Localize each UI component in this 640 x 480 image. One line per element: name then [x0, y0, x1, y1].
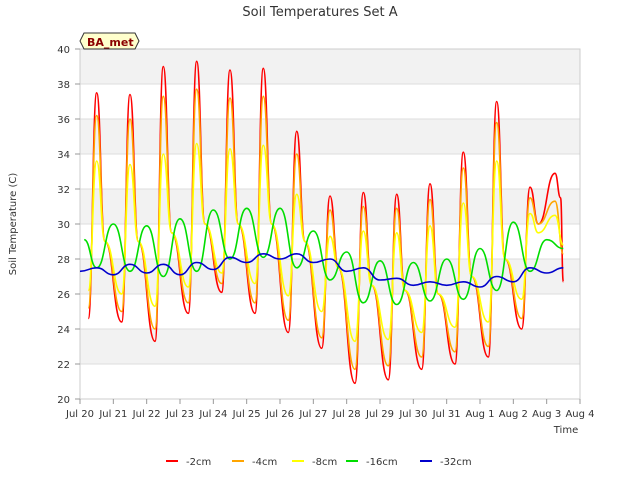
legend: -2cm -4cm -8cm -16cm -32cm: [166, 457, 472, 468]
legend-label: -8cm: [312, 457, 337, 468]
y-tick-label: 30: [57, 220, 70, 231]
y-tick-label: 40: [57, 45, 70, 56]
y-tick-label: 32: [57, 185, 70, 196]
x-tick-label: Jul 30: [398, 409, 427, 420]
x-axis-ticks: Jul 20 Jul 21 Jul 22 Jul 23 Jul 24 Jul 25 Jul …: [65, 399, 595, 420]
site-label-badge: [79, 32, 140, 50]
y-tick-label: 28: [57, 255, 70, 266]
x-tick-label: Jul 21: [98, 409, 127, 420]
legend-label: -16cm: [366, 457, 398, 468]
grid-band: [80, 259, 580, 294]
x-tick-label: Jul 29: [365, 409, 394, 420]
y-tick-label: 38: [57, 80, 70, 91]
y-tick-label: 36: [57, 115, 70, 126]
x-tick-label: Aug 3: [532, 409, 561, 420]
x-tick-label: Aug 2: [499, 409, 528, 420]
x-tick-label: Jul 22: [132, 409, 161, 420]
x-tick-label: Jul 24: [198, 409, 227, 420]
x-tick-label: Jul 26: [265, 409, 294, 420]
grid-band: [80, 189, 580, 224]
series-line-2cm: [87, 60, 565, 385]
y-tick-label: 24: [57, 325, 70, 336]
x-tick-label: Aug 4: [565, 409, 594, 420]
x-tick-label: Aug 1: [465, 409, 494, 420]
y-axis-ticks: 20 22 24 26 28 30 32 34 36 38 40: [57, 45, 80, 406]
x-axis-label: Time: [553, 425, 578, 436]
x-tick-label: Jul 31: [432, 409, 461, 420]
legend-label: -32cm: [440, 457, 472, 468]
series-line-32cm: [79, 252, 564, 288]
series-line-8cm: [87, 142, 565, 343]
series-line-16cm: [83, 207, 564, 306]
grid-band: [80, 329, 580, 364]
y-tick-label: 20: [57, 395, 70, 406]
y-axis-label: Soil Temperature (C): [8, 173, 19, 276]
x-tick-label: Jul 25: [232, 409, 261, 420]
series-lines: [79, 60, 565, 385]
legend-label: -4cm: [252, 457, 277, 468]
plot-bands: [80, 49, 580, 364]
y-tick-label: 26: [57, 290, 70, 301]
y-tick-label: 22: [57, 360, 70, 371]
grid-band: [80, 49, 580, 84]
x-tick-label: Jul 23: [165, 409, 194, 420]
chart-title: Soil Temperatures Set A: [242, 5, 397, 20]
y-tick-label: 34: [57, 150, 70, 161]
x-tick-label: Jul 28: [332, 409, 361, 420]
grid-band: [80, 119, 580, 154]
x-tick-label: Jul 20: [65, 409, 94, 420]
x-tick-label: Jul 27: [298, 409, 327, 420]
legend-label: -2cm: [186, 457, 211, 468]
site-label-box: BA_met: [79, 32, 140, 50]
site-label: BA_met: [87, 36, 134, 49]
